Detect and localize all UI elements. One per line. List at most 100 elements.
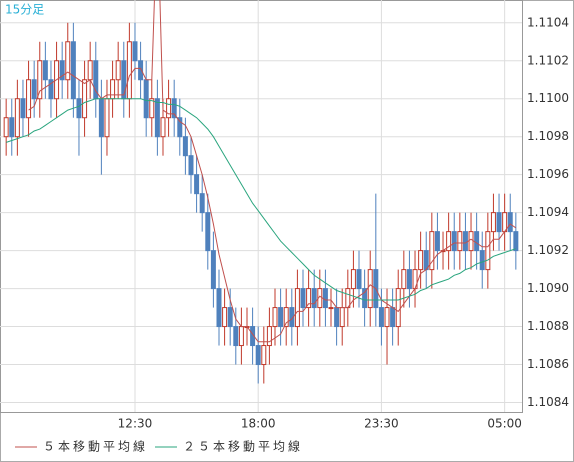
candle-body [194,174,200,195]
candle-body [3,117,9,138]
candle-body [502,212,508,233]
candle-body [48,79,54,100]
candle-body [507,212,513,233]
candle-body [266,326,272,347]
chart-title: 15分足 [5,3,44,17]
candle-body [451,231,457,252]
candle-body [429,231,435,271]
y-tick-label: 1.1104 [527,15,569,29]
candle-body [238,326,244,347]
candle-body [272,307,278,328]
candle-body [395,288,401,328]
candle-body [87,60,93,81]
candle-body [149,98,155,119]
y-tick-label: 1.1092 [527,243,569,257]
candle-body [306,288,312,309]
y-tick-label: 1.1094 [527,205,569,219]
candle-body [143,79,149,119]
candle-body [255,345,261,366]
y-tick-label: 1.1088 [527,319,569,333]
candle-body [205,212,211,252]
y-tick-label: 1.1102 [527,53,569,67]
candle-body [182,136,188,157]
plot-area [0,0,523,413]
candle-body [390,307,396,328]
candle-body [378,307,384,328]
candle-body [216,288,222,328]
candle-body [322,288,328,309]
candle-body [160,117,166,138]
candle-body [171,98,177,119]
candle-body [362,288,368,309]
candle-body [222,307,228,328]
candle-body [70,41,76,100]
candle-body [121,60,127,100]
candle-body [406,269,412,290]
y-tick-label: 1.1098 [527,129,569,143]
candle-body [468,231,474,252]
candle-body [278,307,284,328]
candle-body [37,60,43,100]
candle-body [423,250,429,271]
candle-body [227,307,233,328]
candle-body [334,307,340,328]
candle-body [479,250,485,271]
candle-body [462,231,468,252]
candle-body [42,60,48,81]
candle-body [188,155,194,176]
candle-body [199,193,205,214]
y-tick-label: 1.1086 [527,357,569,371]
candle-body [328,307,334,310]
candle-body [401,269,407,290]
candle-body [166,98,172,119]
candle-body [418,250,424,271]
candle-body [115,60,121,81]
candle-body [154,98,160,138]
candle-body [233,326,239,347]
candle-body [26,79,32,119]
candle-body [345,288,351,309]
candle-body [98,98,104,138]
candle-body [283,307,289,328]
candle-body [59,60,65,81]
candle-body [76,98,82,119]
candle-body [490,212,496,233]
y-tick-label: 1.1084 [527,395,569,409]
ma-line [28,0,517,343]
candle-body [250,326,256,347]
candle-body [457,231,463,252]
candle-body [367,269,373,309]
candle-body [31,79,37,100]
candle-body [485,231,491,271]
y-tick-label: 1.1096 [527,167,569,181]
candle-body [356,269,362,290]
x-tick-label: 12:30 [118,417,153,431]
candle-body [339,307,345,328]
candle-body [126,41,132,100]
candle-body [210,250,216,290]
candle-body [177,117,183,138]
y-tick-label: 1.1090 [527,281,569,295]
candle-body [311,288,317,309]
candle-body [138,60,144,81]
x-tick-label: 18:00 [241,417,276,431]
candle-body [513,231,519,252]
candle-body [20,98,26,119]
y-tick-label: 1.1100 [527,91,569,105]
candle-body [474,231,480,252]
ma-line [6,98,516,301]
candle-body [434,231,440,252]
candle-body [104,98,110,138]
candle-body [14,98,20,138]
candle-body [300,288,306,309]
candle-body [65,41,71,81]
candle-body [132,41,138,62]
x-tick-label: 05:00 [487,417,522,431]
candle-body [261,345,267,366]
candle-body [384,307,390,328]
candle-body [350,269,356,290]
candle-body [110,79,116,100]
legend-label: ５本移動平均線 [43,439,148,454]
candle-body [496,212,502,233]
